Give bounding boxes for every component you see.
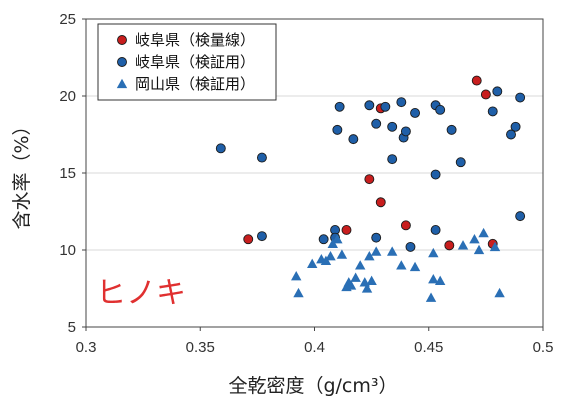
data-point-circle [334,101,345,112]
data-point-circle [400,220,411,231]
data-point-triangle [355,260,366,270]
data-point-triangle [291,270,302,281]
data-point-circle [332,124,343,135]
y-axis-label: 含水率（%） [11,116,33,229]
x-tick-label: 0.35 [186,339,215,356]
data-point-circle [446,124,457,135]
data-point-triangle [293,287,304,298]
data-point-circle [492,86,503,97]
legend: 岐阜県（検量線） 岐阜県（検証用） 岡山県（検証用） [97,23,277,101]
data-point-triangle [469,234,480,244]
data-point-triangle [409,261,421,272]
data-point-circle [396,97,407,108]
data-point-circle [371,118,382,129]
y-tick-label: 15 [59,165,76,182]
data-point-triangle [325,250,336,261]
data-point-circle [256,231,267,242]
data-point-circle [400,126,411,137]
data-point-circle [387,154,398,165]
data-point-circle [444,240,455,251]
x-tick-label: 0.45 [414,339,443,356]
legend-marker [117,57,127,67]
data-point-circle [364,174,375,185]
data-point-triangle [350,272,361,282]
data-point-circle [256,152,267,163]
y-axis-ticks: 5 10 15 20 25 [59,11,86,336]
data-point-circle [515,211,526,222]
legend-label: 岐阜県（検量線） [135,31,255,49]
x-tick-label: 0.3 [76,339,97,356]
data-point-circle [480,89,491,100]
data-point-triangle [489,241,501,252]
data-point-triangle [370,246,382,256]
species-annotation: ヒノキ [96,276,186,311]
legend-label: 岡山県（検証用） [135,75,255,93]
data-point-triangle [364,250,375,261]
data-point-triangle [473,244,485,255]
data-point-circle [348,134,359,145]
legend-marker [117,35,127,45]
data-point-circle [371,232,382,243]
data-point-circle [515,92,526,103]
data-point-circle [387,121,398,132]
data-point-triangle [457,240,469,250]
data-point-triangle [428,247,439,258]
data-point-triangle [478,227,489,238]
data-point-circle [430,169,441,180]
data-point-circle [318,234,329,245]
data-point-triangle [307,258,318,269]
data-point-triangle [361,283,373,293]
data-points [215,75,526,302]
y-tick-label: 5 [68,319,76,336]
data-point-circle [506,129,516,140]
data-point-circle [215,143,226,154]
data-point-circle [243,234,254,245]
x-axis-ticks: 0.3 0.35 0.4 0.45 0.5 [76,327,554,356]
legend-label: 岐阜県（検証用） [135,53,255,71]
y-tick-label: 25 [59,11,76,28]
data-point-circle [405,241,416,252]
legend-box [97,23,277,101]
x-tick-label: 0.4 [304,339,325,356]
data-point-circle [341,225,352,235]
y-tick-label: 10 [59,242,76,259]
data-point-triangle [428,274,439,284]
data-point-triangle [396,260,407,270]
data-point-triangle [386,246,398,256]
data-point-circle [410,107,420,118]
data-point-circle [364,100,375,111]
x-tick-label: 0.5 [533,339,554,356]
data-point-circle [471,75,482,86]
data-point-circle [430,225,441,235]
data-point-triangle [345,280,357,290]
data-point-triangle [494,287,505,298]
data-point-circle [435,104,446,115]
data-point-triangle [332,234,343,244]
legend-marker [116,78,128,89]
data-point-circle [455,157,466,168]
data-point-circle [375,197,386,208]
y-tick-label: 20 [59,88,76,105]
data-point-triangle [425,292,437,302]
data-point-triangle [434,275,446,285]
data-point-triangle [336,249,348,259]
data-point-circle [487,106,498,117]
x-axis-label: 全乾密度（g/cm³） [228,375,397,397]
data-point-circle [510,121,521,132]
legend-items: 岐阜県（検量線） 岐阜県（検証用） 岡山県（検証用） [116,31,255,93]
data-point-triangle [366,275,377,285]
data-point-circle [380,101,391,112]
